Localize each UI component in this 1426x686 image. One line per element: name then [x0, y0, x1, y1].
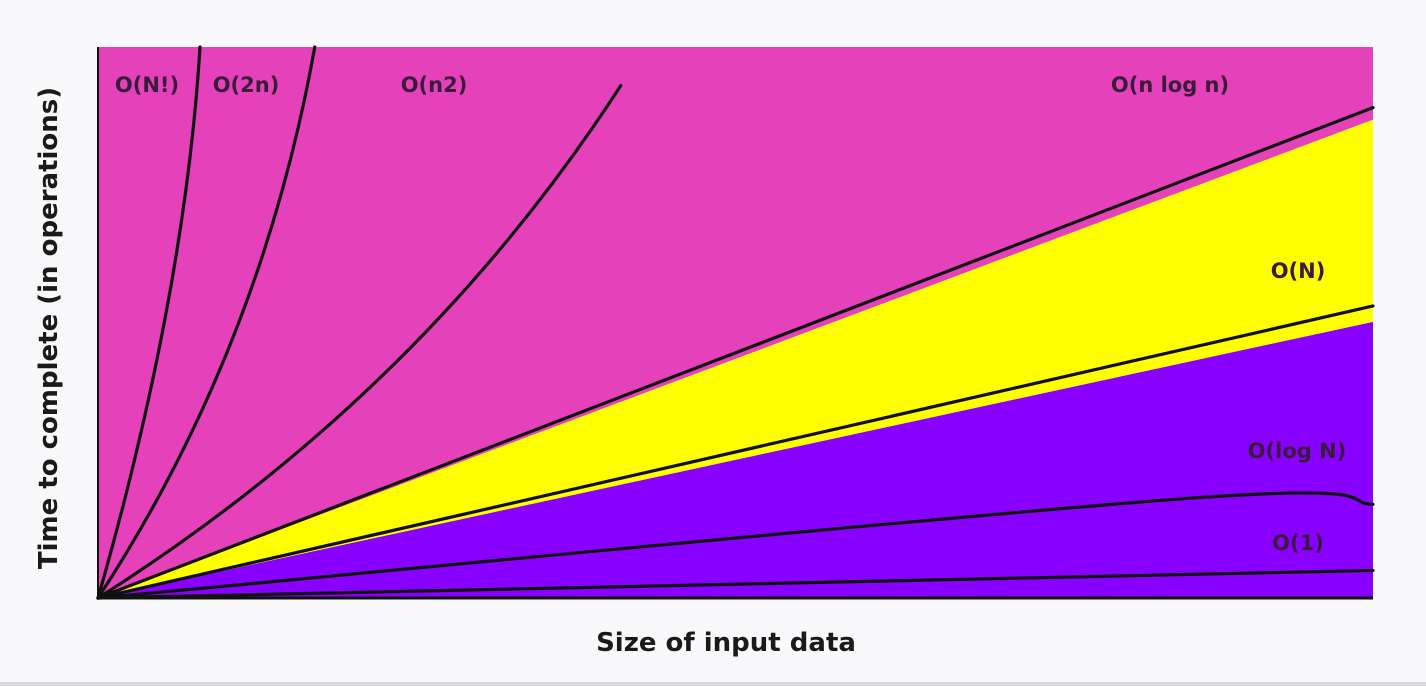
region-between-n-log-n-and-n: [98, 119, 1373, 599]
x-axis-label: Size of input data: [596, 628, 856, 658]
series-label: O(log N): [1248, 439, 1347, 463]
series-label: O(n2): [401, 73, 468, 97]
series-line-o-2n: [96, 45, 317, 600]
series-label: O(N): [1271, 259, 1326, 283]
series-line-o-n: [96, 304, 1375, 600]
series-line-o-n-log-n: [96, 106, 1375, 600]
region-below-n: [98, 321, 1373, 598]
series-line-o-n2: [96, 83, 623, 600]
series-label: O(1): [1272, 531, 1324, 555]
series-line-o-n: [96, 45, 202, 600]
series-label: O(n log n): [1111, 73, 1229, 97]
series-label: O(2n): [213, 73, 280, 97]
y-axis-label: Time to complete (in operations): [34, 87, 64, 569]
series-label: O(N!): [115, 73, 179, 97]
series-line-o-log-n: [96, 491, 1375, 600]
bottom-border: [0, 682, 1426, 686]
series-line-o-1: [96, 568, 1375, 600]
